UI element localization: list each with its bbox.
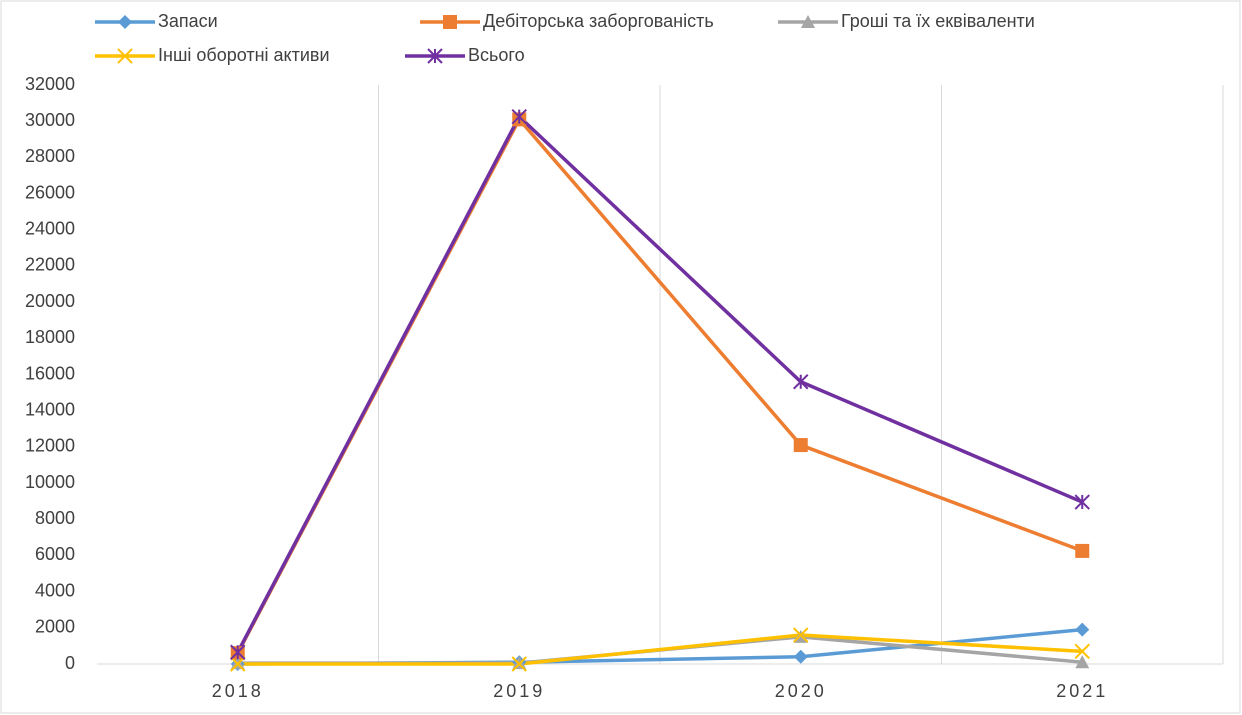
y-tick-label: 12000 [25,436,75,456]
y-tick-label: 2000 [35,617,75,637]
y-tick-label: 32000 [25,74,75,94]
y-tick-label: 0 [65,653,75,673]
marker [1075,622,1090,637]
y-tick-label: 14000 [25,399,75,419]
marker [1075,655,1090,669]
y-tick-label: 30000 [25,110,75,130]
x-tick-label: 2019 [493,681,545,701]
legend-label: Дебіторська заборгованість [483,11,714,31]
marker [1074,494,1090,510]
series-line [236,114,1083,654]
legend-marker [117,48,133,64]
marker [1075,543,1090,558]
marker [230,644,246,660]
legend-label: Гроші та їх еквіваленти [841,11,1035,31]
legend-marker [801,15,815,28]
marker [793,627,809,643]
legend-label: Інші оборотні активи [158,45,330,65]
y-tick-label: 28000 [25,146,75,166]
marker [793,649,808,664]
legend-label: Всього [468,45,525,65]
y-tick-label: 4000 [35,580,75,600]
y-tick-label: 16000 [25,363,75,383]
marker [230,656,246,672]
marker [511,108,527,125]
y-tick-label: 8000 [35,508,75,528]
x-tick-label: 2018 [212,681,264,701]
marker [793,438,808,453]
x-tick-label: 2020 [775,681,827,701]
y-tick-label: 24000 [25,219,75,239]
y-tick-label: 6000 [35,544,75,564]
y-tick-label: 18000 [25,327,75,347]
marker [1074,643,1090,660]
x-tick-label: 2021 [1056,681,1108,701]
y-tick-label: 26000 [25,182,75,202]
marker [793,374,809,390]
marker [511,656,527,672]
legend-marker [427,48,443,64]
legend-marker [443,15,457,29]
y-tick-label: 20000 [25,291,75,311]
legend-marker [118,15,132,29]
y-tick-label: 22000 [25,255,75,275]
legend-label: Запаси [158,11,218,31]
y-tick-label: 10000 [25,472,75,492]
series-line [237,633,1083,666]
